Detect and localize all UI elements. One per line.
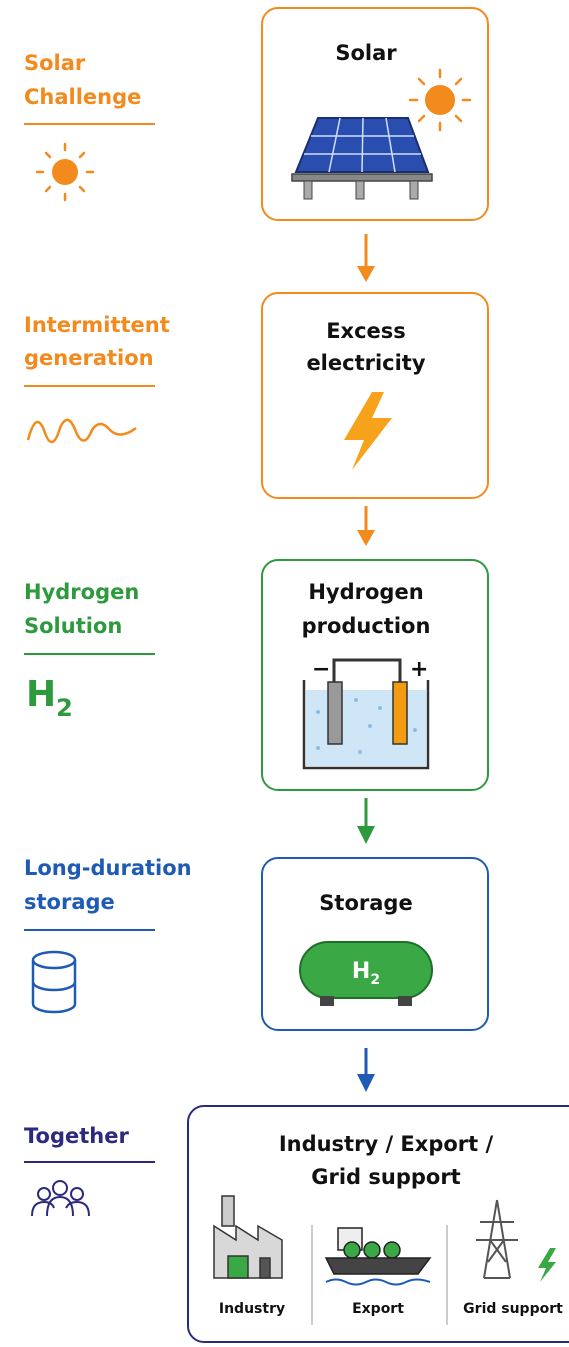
factory-icon — [213, 1195, 283, 1279]
label-line: Solution — [24, 614, 122, 638]
minus-sign: − — [312, 657, 330, 682]
box-title: Excess — [326, 319, 406, 343]
box-solar — [261, 7, 489, 221]
label-line: Solar — [24, 51, 86, 75]
box-title: Solar — [335, 41, 397, 65]
box-title: Grid support — [311, 1165, 460, 1189]
tank-icon — [299, 941, 433, 1006]
label-line: Hydrogen — [24, 580, 139, 604]
box-title: Hydrogen — [308, 580, 423, 604]
label-line: generation — [24, 346, 154, 370]
wave-icon — [26, 418, 137, 444]
h2-icon: H2 — [26, 674, 73, 722]
tank-subscript: 2 — [370, 972, 380, 988]
arrow — [357, 1048, 375, 1092]
stage-label-5: Together — [24, 1124, 129, 1148]
output-label: Grid support — [463, 1301, 563, 1317]
electrolyzer-icon — [302, 658, 430, 770]
tank-symbol: H — [352, 959, 370, 984]
sun-icon — [35, 142, 95, 202]
stage-label-3: Hydrogen Solution — [24, 580, 139, 638]
box-title: Storage — [319, 891, 412, 915]
arrow — [357, 798, 375, 844]
label-line: storage — [24, 890, 115, 914]
stage-label-2: Intermittent generation — [24, 313, 170, 370]
output-label: Export — [352, 1301, 404, 1317]
people-icon — [31, 1180, 90, 1217]
label-line: Long-duration — [24, 856, 192, 880]
label-line: Intermittent — [24, 313, 170, 337]
solar-panel-icon — [291, 117, 433, 200]
box-title: Industry / Export / — [279, 1132, 494, 1156]
box-title: electricity — [306, 351, 425, 375]
label-line: Challenge — [24, 85, 141, 109]
h2-symbol: H — [26, 674, 56, 715]
arrow — [357, 506, 375, 546]
tank-label: H2 — [352, 959, 380, 988]
box-title: production — [302, 614, 431, 638]
h2-subscript: 2 — [56, 694, 73, 722]
stage-label-4: Long-duration storage — [24, 856, 192, 914]
ship-icon — [324, 1227, 432, 1286]
plus-sign: + — [410, 657, 428, 682]
pylon-icon — [476, 1199, 518, 1279]
bolt-icon — [344, 392, 392, 470]
box-outputs — [187, 1105, 569, 1343]
arrow — [357, 234, 375, 282]
output-label: Industry — [219, 1301, 285, 1317]
bolt-icon — [538, 1248, 556, 1282]
database-icon — [31, 950, 77, 1014]
sun-icon — [408, 68, 472, 132]
stage-label-1: Solar Challenge — [24, 51, 141, 109]
